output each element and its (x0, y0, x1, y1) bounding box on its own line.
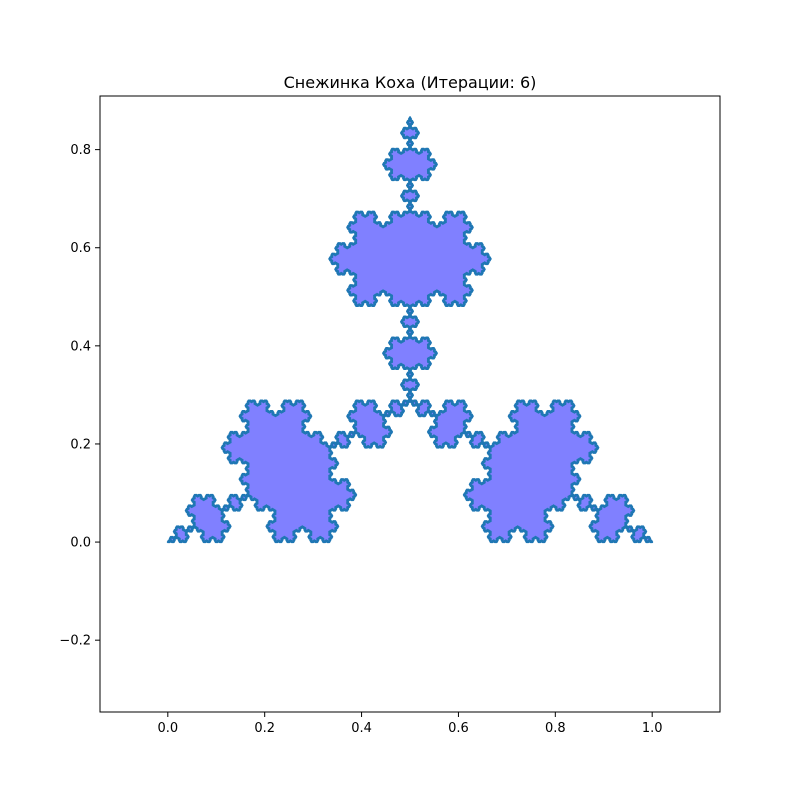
x-tick-label: 0.0 (157, 721, 178, 736)
y-tick-label: 0.4 (70, 339, 91, 354)
y-tick-label: −0.2 (59, 634, 91, 649)
x-tick-label: 0.2 (254, 721, 275, 736)
plot-frame (99, 95, 721, 713)
y-tick-label: 0.8 (70, 143, 91, 158)
y-tick-label: 0.6 (70, 241, 91, 256)
y-tick-label: 0.2 (70, 437, 91, 452)
y-tick-label: 0.0 (70, 536, 91, 551)
chart-title: Снежинка Коха (Итерации: 6) (284, 73, 537, 92)
x-tick-label: 0.8 (545, 721, 566, 736)
x-tick-label: 1.0 (642, 721, 663, 736)
x-tick-label: 0.6 (448, 721, 469, 736)
x-tick-label: 0.4 (351, 721, 372, 736)
snowflake-outline (166, 116, 654, 544)
